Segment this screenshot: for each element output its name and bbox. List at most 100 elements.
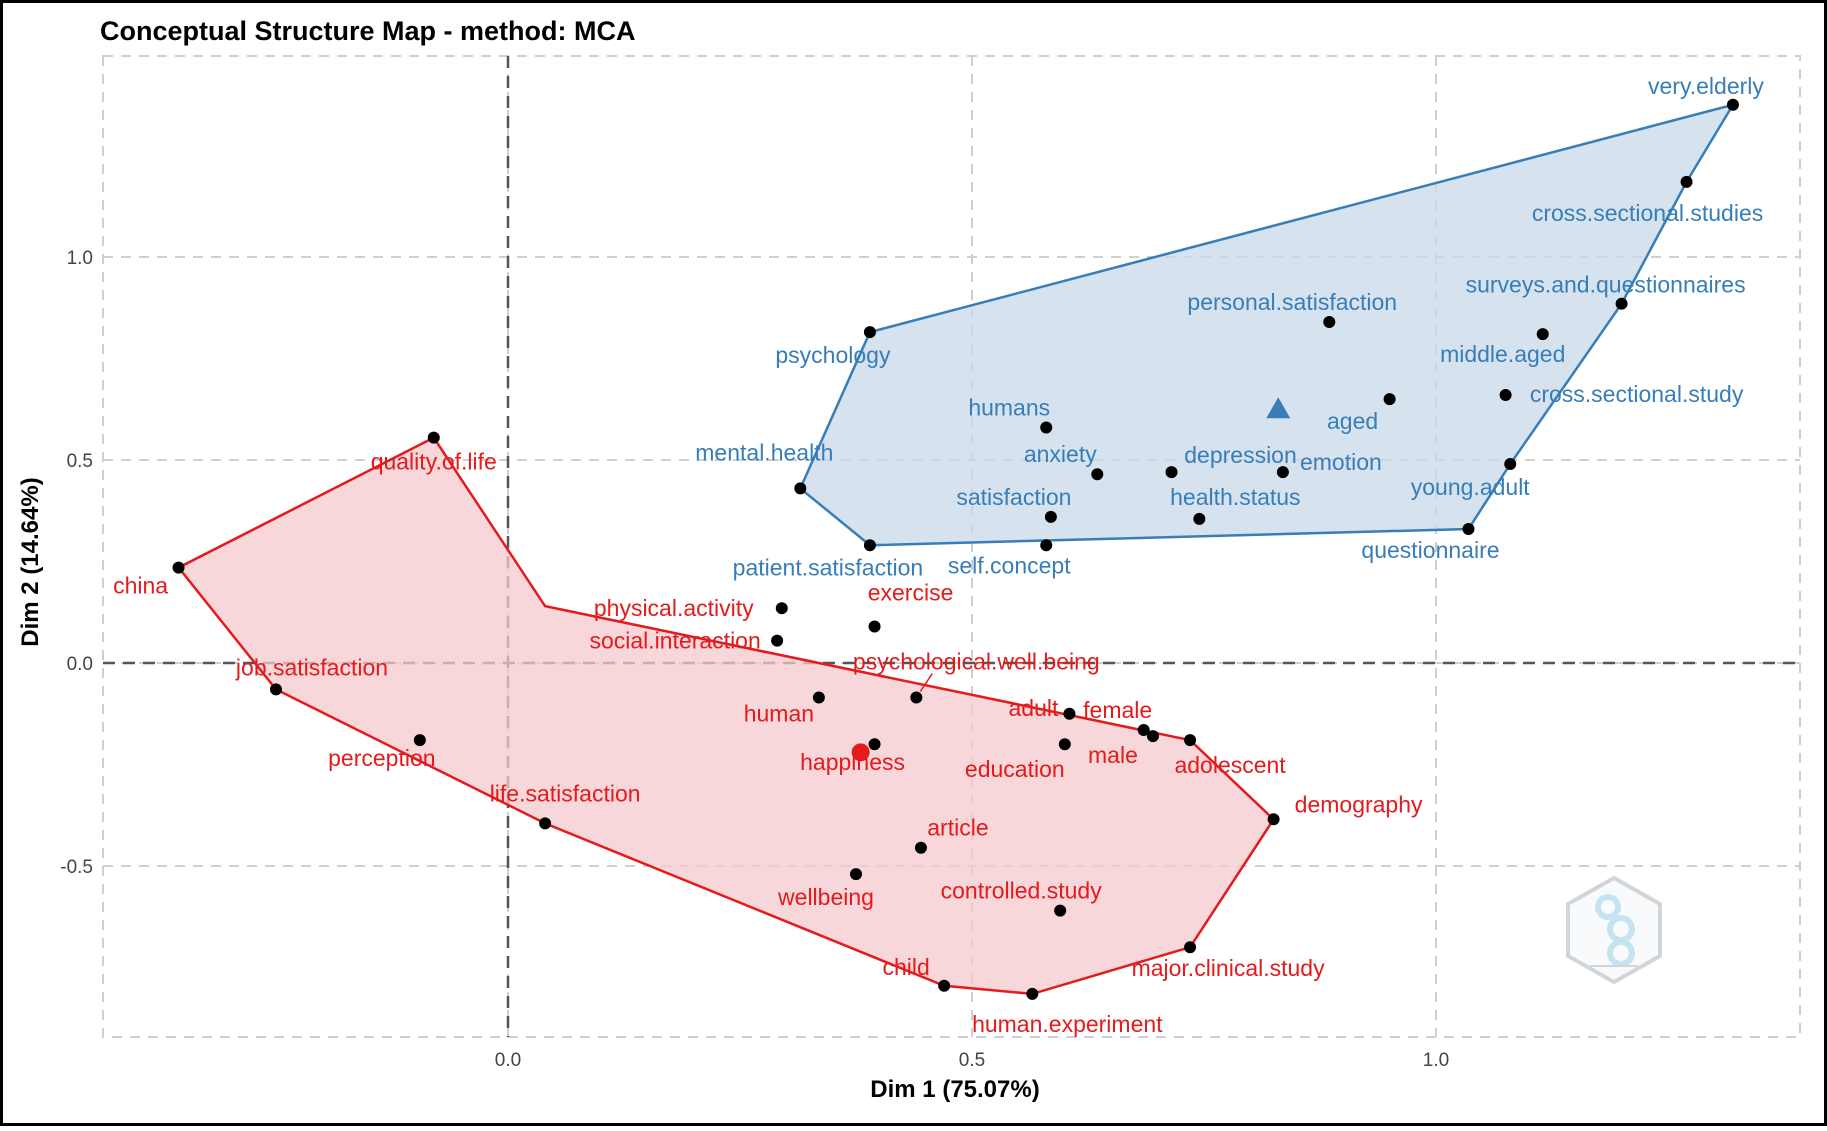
data-point — [427, 431, 440, 444]
axis-ticks: 0.0 0.5 1.0 -0.5 0.0 0.5 1.0 — [60, 248, 1449, 1071]
point-label: happiness — [800, 749, 905, 775]
point-label: personal.satisfaction — [1187, 289, 1397, 315]
panel-border — [102, 55, 1801, 1038]
point-label: health.status — [1170, 484, 1300, 510]
data-point — [1383, 393, 1396, 406]
data-point — [1184, 734, 1197, 747]
data-point — [1680, 175, 1693, 188]
x-tick-label: 0.0 — [495, 1050, 521, 1071]
point-label: young.adult — [1411, 474, 1531, 500]
data-point — [775, 602, 788, 615]
point-label: adult — [1009, 695, 1059, 721]
point-label: human — [744, 701, 814, 727]
point-label: education — [965, 756, 1065, 782]
point-label: demography — [1295, 791, 1423, 817]
data-point — [1536, 328, 1549, 341]
data-point — [1499, 389, 1512, 402]
data-point — [413, 734, 426, 747]
data-point — [812, 691, 825, 704]
point-label: psychological.well.being — [853, 649, 1100, 675]
data-point — [1146, 730, 1159, 743]
point-label: patient.satisfaction — [733, 554, 924, 580]
data-point — [1165, 466, 1178, 479]
point-label: article — [927, 815, 988, 841]
point-label: anxiety — [1024, 441, 1097, 467]
data-point — [771, 634, 784, 647]
data-point — [868, 620, 881, 633]
data-point — [172, 561, 185, 574]
leader-line — [919, 673, 933, 692]
point-label: china — [113, 573, 168, 599]
data-points — [172, 98, 1739, 1000]
data-point — [868, 738, 881, 751]
point-label: mental.health — [695, 439, 833, 465]
cluster1-centroid-marker — [851, 743, 870, 762]
point-label: questionnaire — [1361, 537, 1499, 563]
point-label: exercise — [868, 579, 954, 605]
cluster-centroids — [851, 397, 1291, 762]
data-point — [1063, 707, 1076, 720]
data-point — [1026, 987, 1039, 1000]
point-label: perception — [328, 745, 435, 771]
data-point — [270, 683, 282, 696]
point-label: emotion — [1300, 449, 1382, 475]
point-label: quality.of.life — [371, 449, 497, 475]
y-tick-label: 0.5 — [67, 451, 93, 472]
data-point — [938, 979, 951, 992]
bibliometrix-logo — [1566, 875, 1662, 985]
point-label: major.clinical.study — [1132, 955, 1326, 981]
data-point — [1323, 315, 1336, 328]
x-tick-label: 0.5 — [959, 1050, 985, 1071]
data-point — [863, 326, 876, 339]
point-label: psychology — [775, 342, 891, 368]
data-point — [914, 841, 927, 854]
point-label: cross.sectional.study — [1530, 381, 1744, 407]
data-point — [1044, 510, 1057, 523]
point-label: self.concept — [948, 552, 1071, 578]
point-label: controlled.study — [941, 878, 1103, 904]
data-point — [1462, 523, 1475, 536]
data-point — [910, 691, 923, 704]
point-label: child — [883, 954, 930, 980]
data-point — [1726, 98, 1739, 111]
data-point — [1504, 458, 1517, 471]
point-label: aged — [1327, 408, 1378, 434]
point-label: satisfaction — [956, 484, 1071, 510]
data-point — [794, 482, 807, 495]
data-point — [1091, 468, 1104, 481]
data-point — [1193, 512, 1206, 525]
point-label: middle.aged — [1440, 341, 1565, 367]
point-label: very.elderly — [1648, 73, 1764, 99]
point-label: wellbeing — [777, 884, 874, 910]
label-leader-lines — [919, 673, 933, 692]
y-tick-label: 1.0 — [67, 248, 93, 269]
point-label: human.experiment — [972, 1011, 1163, 1037]
point-label: social.interaction — [589, 628, 760, 654]
point-labels: quality.of.life china job.satisfaction perc… — [113, 73, 1764, 1037]
data-point — [1040, 539, 1053, 552]
data-point — [1137, 723, 1150, 736]
x-tick-label: 1.0 — [1423, 1050, 1449, 1071]
data-point — [1058, 738, 1071, 751]
data-point — [1040, 421, 1053, 434]
chart-title: Conceptual Structure Map - method: MCA — [100, 16, 636, 46]
point-label: adolescent — [1174, 752, 1286, 778]
x-axis-label: Dim 1 (75.07%) — [870, 1076, 1039, 1103]
data-point — [1184, 941, 1197, 954]
y-axis-label: Dim 2 (14.64%) — [17, 477, 44, 646]
y-tick-label: -0.5 — [60, 857, 93, 878]
point-label: cross.sectional.studies — [1532, 200, 1763, 226]
cluster2-centroid-marker — [1266, 397, 1291, 419]
point-label: humans — [968, 395, 1050, 421]
data-point — [850, 868, 862, 881]
data-point — [1276, 466, 1289, 479]
data-point — [1267, 813, 1280, 826]
point-label: surveys.and.questionnaires — [1466, 272, 1746, 298]
data-point — [1054, 904, 1067, 917]
point-label: male — [1088, 742, 1138, 768]
point-label: depression — [1184, 442, 1297, 468]
point-label: physical.activity — [594, 595, 754, 621]
data-point — [863, 539, 876, 552]
